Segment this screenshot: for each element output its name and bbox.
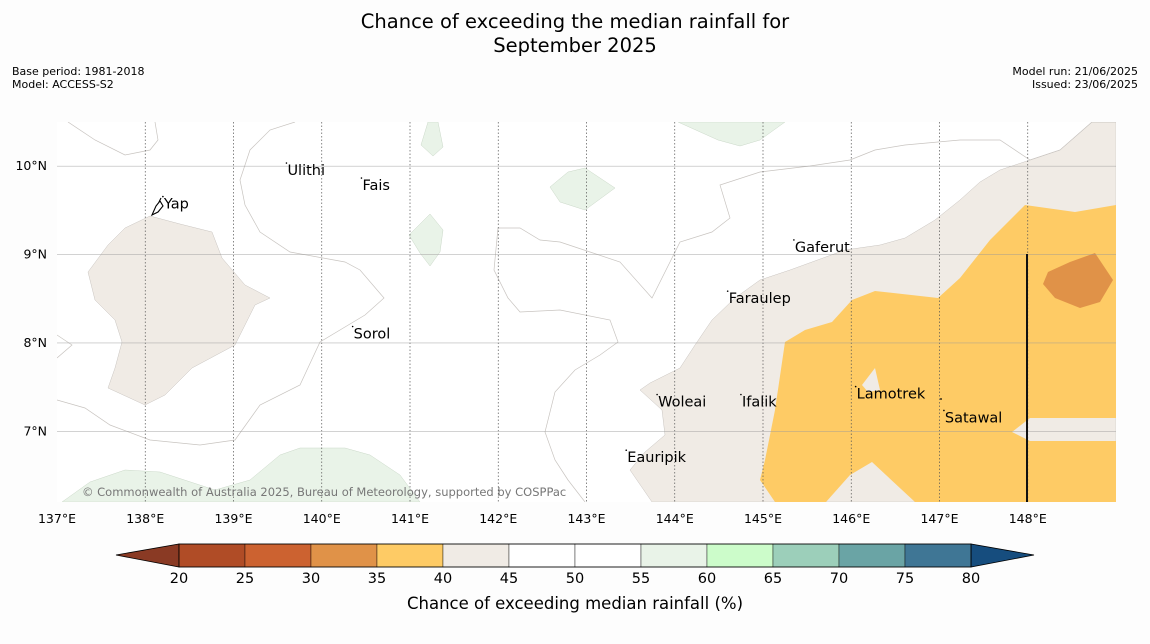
zone-55-60-patch-5	[61, 447, 421, 502]
colorbar-title: Chance of exceeding median rainfall (%)	[406, 594, 744, 613]
colorbar-bin	[376, 543, 444, 568]
place-label: Sorol	[354, 327, 391, 343]
place-marker	[740, 393, 742, 396]
lat-tick-label: 10°N	[15, 158, 47, 173]
place-label: Ulithi	[287, 163, 325, 179]
title-line-2: September 2025	[493, 34, 657, 57]
lon-tick-label: 148°E	[1009, 511, 1047, 526]
colorbar-over-arrow	[970, 543, 1035, 568]
zone-55-60-patch-1	[549, 167, 616, 211]
lon-tick-label: 138°E	[126, 511, 164, 526]
lon-tick-label: 144°E	[656, 511, 694, 526]
credit-text: © Commonwealth of Australia 2025, Bureau…	[82, 485, 566, 499]
place-label: Yap	[163, 197, 189, 213]
contour-line-4	[493, 122, 1116, 502]
colorbar-bin	[508, 543, 576, 568]
place-label: Faraulep	[729, 291, 791, 307]
colorbar-tick-label: 60	[698, 571, 716, 587]
colorbar-tick-label: 75	[896, 571, 914, 587]
base-period-text: Base period: 1981-2018	[12, 65, 145, 78]
zone-55-60-patch-4	[677, 122, 786, 147]
meta-left: Base period: 1981-2018 Model: ACCESS-S2	[12, 65, 144, 91]
colorbar-bin	[442, 543, 510, 568]
colorbar: 20 25 30 35 40 45 50 55 60 65 70 75 80	[115, 543, 1035, 587]
zone-55-60-patch-3	[420, 122, 444, 157]
colorbar-ticks: 20 25 30 35 40 45 50 55 60 65 70 75 80	[170, 571, 980, 587]
place-marker	[656, 393, 658, 396]
place-marker	[360, 177, 363, 179]
lon-tick-label: 137°E	[38, 511, 76, 526]
colorbar-tick-label: 30	[302, 571, 320, 587]
zone-30-35	[1043, 253, 1113, 308]
lon-tick-label: 143°E	[567, 511, 605, 526]
colorbar-bin	[706, 543, 774, 568]
colorbar-bins	[178, 543, 972, 568]
colorbar-bin	[244, 543, 312, 568]
lon-tick-label: 141°E	[391, 511, 429, 526]
atoll-dot	[940, 398, 942, 400]
place-label: Lamotrek	[857, 387, 926, 403]
colorbar-tick-label: 35	[368, 571, 386, 587]
model-text: Model: ACCESS-S2	[12, 78, 114, 91]
colorbar-tick-label: 80	[962, 571, 980, 587]
place-label: Eauripik	[627, 450, 686, 466]
lat-tick-label: 8°N	[23, 335, 47, 350]
place-label: Fais	[362, 178, 389, 194]
place-label: Woleai	[658, 395, 706, 411]
contour-line-3	[57, 334, 73, 359]
place-marker	[854, 385, 857, 388]
place-label: Satawal	[945, 410, 1002, 426]
lon-tick-label: 146°E	[832, 511, 870, 526]
place-label: Gaferut	[795, 240, 850, 256]
title-line-1: Chance of exceeding the median rainfall …	[360, 10, 790, 33]
yap-island-shape	[150, 197, 164, 217]
colorbar-bin	[838, 543, 906, 568]
lon-tick-label: 142°E	[479, 511, 517, 526]
place-marker	[793, 239, 795, 241]
place-marker	[162, 195, 164, 198]
map-title: Chance of exceeding the median rainfall …	[0, 10, 1150, 58]
colorbar-bin	[904, 543, 972, 568]
lon-tick-label: 145°E	[744, 511, 782, 526]
issued-text: Issued: 23/06/2025	[1031, 78, 1138, 91]
place-marker	[726, 290, 729, 292]
colorbar-bin	[178, 543, 246, 568]
zone-55-60-patch-2	[408, 213, 444, 267]
lon-tick-label: 140°E	[303, 511, 341, 526]
colorbar-under-arrow	[115, 543, 180, 568]
lon-tick-label: 147°E	[920, 511, 958, 526]
colorbar-tick-label: 65	[764, 571, 782, 587]
place-marker	[351, 325, 354, 328]
place-marker	[625, 449, 628, 452]
place-label: Ifalik	[742, 395, 777, 411]
colorbar-tick-label: 25	[236, 571, 254, 587]
lon-tick-label: 139°E	[214, 511, 252, 526]
colorbar-tick-label: 40	[434, 571, 452, 587]
model-run-text: Model run: 21/06/2025	[1012, 65, 1138, 78]
colorbar-tick-label: 55	[632, 571, 650, 587]
colorbar-tick-label: 20	[170, 571, 188, 587]
zone-40-45-west	[87, 215, 271, 406]
place-labels: Yap Ulithi Fais Gaferut Faraulep Sorol Lamotre…	[162, 162, 1002, 466]
lat-tick-label: 9°N	[23, 247, 47, 262]
lat-tick-label: 7°N	[23, 423, 47, 438]
colorbar-frame	[178, 543, 972, 568]
gridlines	[57, 122, 1116, 502]
contour-line-1	[67, 122, 159, 156]
colorbar-bin	[310, 543, 378, 568]
place-marker	[943, 409, 945, 412]
colorbar-tick-label: 45	[500, 571, 518, 587]
colorbar-tick-label: 70	[830, 571, 848, 587]
colorbar-tick-label: 50	[566, 571, 584, 587]
place-marker	[285, 162, 288, 164]
meta-right: Model run: 21/06/2025 Issued: 23/06/2025	[1012, 65, 1138, 91]
colorbar-bin	[640, 543, 708, 568]
axis-labels: 137°E 138°E 139°E 140°E 141°E 142°E 143°E 144°E…	[15, 158, 1046, 526]
contour-line-2	[57, 122, 385, 446]
colorbar-bin	[772, 543, 840, 568]
colorbar-bin	[574, 543, 642, 568]
